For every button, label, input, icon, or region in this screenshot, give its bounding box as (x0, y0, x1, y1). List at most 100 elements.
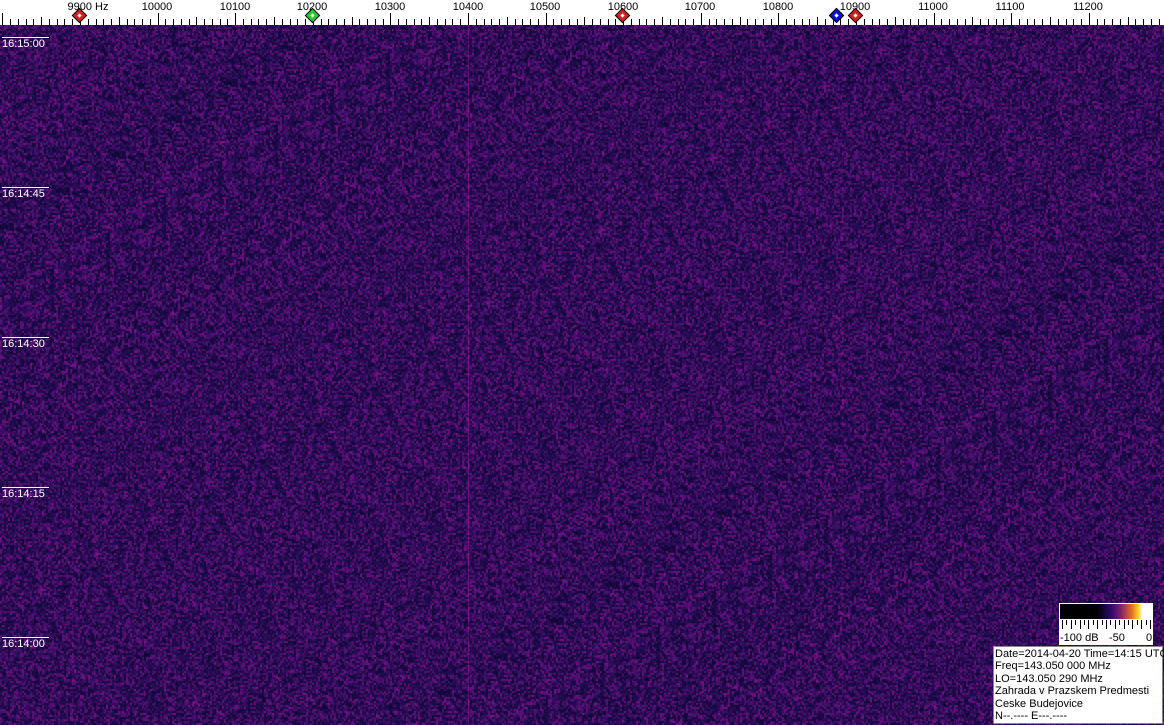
scale-tick (1123, 620, 1125, 629)
tick (375, 19, 376, 25)
tick (290, 19, 291, 25)
tick (305, 19, 306, 25)
tick (452, 19, 453, 25)
tick (561, 19, 562, 25)
tick (972, 17, 973, 25)
tick (755, 19, 756, 25)
tick (600, 19, 601, 25)
tick (383, 19, 384, 25)
tick (833, 19, 834, 25)
tick (716, 19, 717, 25)
tick (965, 19, 966, 25)
tick (96, 19, 97, 25)
tick (825, 19, 826, 25)
tick (212, 19, 213, 25)
waterfall-spectrogram[interactable] (0, 25, 1164, 725)
tick (1003, 19, 1004, 25)
tick (980, 19, 981, 25)
scale-tick (1114, 620, 1116, 629)
time-label: 16:14:15 (2, 487, 49, 500)
freq-label: 9900 Hz (67, 1, 109, 13)
tick (134, 19, 135, 25)
tick (72, 19, 73, 25)
tick (266, 19, 267, 25)
tick (1019, 19, 1020, 25)
tick (949, 19, 950, 25)
tick (352, 17, 353, 25)
tick (49, 19, 50, 25)
frequency-axis[interactable]: 9900 Hz 10000 10100 10200 10300 10400 10… (0, 0, 1164, 25)
tick (499, 19, 500, 25)
tick (879, 19, 880, 25)
tick (1050, 17, 1051, 25)
tick (1073, 19, 1074, 25)
tick (693, 19, 694, 25)
scale-tick (1079, 620, 1081, 629)
tick (654, 19, 655, 25)
tick (740, 17, 741, 25)
tick (88, 19, 89, 25)
tick (57, 19, 58, 25)
tick (1151, 19, 1152, 25)
tick (243, 19, 244, 25)
tick (220, 19, 221, 25)
tick (181, 19, 182, 25)
time-label: 16:14:00 (2, 637, 49, 650)
tick (227, 19, 228, 25)
tick (941, 19, 942, 25)
tick (127, 19, 128, 25)
scale-tick (1092, 620, 1094, 625)
tick (158, 13, 159, 25)
scale-tick (1136, 620, 1138, 625)
scale-tick (1119, 620, 1121, 625)
scale-tick (1062, 620, 1063, 629)
tick (468, 13, 469, 25)
tick (872, 19, 873, 25)
scale-tick (1088, 620, 1090, 629)
scale-tick (1110, 620, 1112, 625)
scale-label-max: 0 (1146, 632, 1153, 644)
tick (778, 13, 779, 25)
tick (848, 19, 849, 25)
tick (491, 19, 492, 25)
tick (359, 19, 360, 25)
tick (1159, 19, 1160, 25)
tick (204, 19, 205, 25)
tick (460, 19, 461, 25)
tick (189, 19, 190, 25)
tick (584, 17, 585, 25)
scale-tick (1084, 620, 1085, 625)
tick (957, 19, 958, 25)
tick (484, 19, 485, 25)
tick (608, 19, 609, 25)
tick (328, 19, 329, 25)
freq-label: 10600 (607, 1, 639, 13)
scale-label-min: -100 dB (1060, 632, 1099, 644)
tick (926, 19, 927, 25)
tick (421, 19, 422, 25)
scale-tick (1066, 620, 1068, 625)
tick (538, 19, 539, 25)
tick (646, 19, 647, 25)
tick (2, 13, 3, 25)
tick (895, 17, 896, 25)
tick (553, 19, 554, 25)
tick (934, 13, 935, 25)
tick (367, 19, 368, 25)
tick (903, 19, 904, 25)
tick (918, 19, 919, 25)
tick (887, 19, 888, 25)
scale-tick (1145, 620, 1147, 625)
tick (10, 19, 11, 25)
tick (522, 19, 523, 25)
tick (173, 19, 174, 25)
tick (988, 19, 989, 25)
tick (1089, 13, 1090, 25)
info-datetime: Date=2014-04-20 Time=14:15 UTC (995, 648, 1164, 660)
tick (1011, 13, 1012, 25)
tick (429, 17, 430, 25)
tick (1120, 19, 1121, 25)
color-gradient (1060, 604, 1152, 619)
tick (196, 17, 197, 25)
tick (546, 13, 547, 25)
